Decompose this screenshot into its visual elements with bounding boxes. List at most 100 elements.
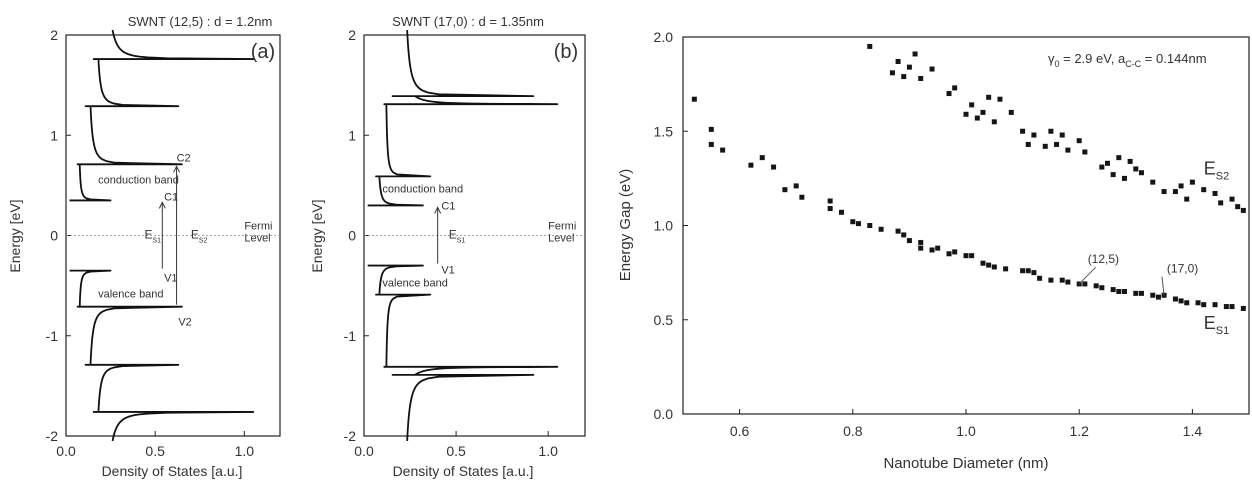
es2-point [913,51,918,56]
es1-point [947,251,952,256]
panel-b-title: SWNT (17,0) : d = 1.35nm [392,14,544,29]
annotation-pointer [1162,277,1164,296]
es2-point [867,44,872,49]
es1-point [1241,306,1246,311]
panel-c-plot-frame [683,37,1249,414]
es2-point [1150,180,1155,185]
panel-c-x-axis-label: Nanotube Diameter (nm) [883,455,1048,472]
es1-point [828,198,833,203]
panel-annotation: C1 [164,191,178,203]
es2-point [1201,187,1206,192]
es2-point [918,76,923,81]
panel-a-label: (a) [251,41,275,63]
es2-point [1116,155,1121,160]
gap-label: ES1 [144,227,161,244]
es2-point [1173,189,1178,194]
y-tick-label: -1 [344,328,357,344]
es1-point [964,253,969,258]
es1-point [1003,266,1008,271]
series-label: ES2 [1204,159,1229,183]
es1-point [720,148,725,153]
es2-point [1162,189,1167,194]
es1-point [856,221,861,226]
gap-label: ES2 [191,227,208,244]
panel-annotation: V1 [164,273,177,285]
x-tick-label: 0.8 [843,423,863,439]
panel-annotation: Fermi [244,220,272,232]
es2-point [992,119,997,124]
dos-curve-conduction [368,30,558,205]
es2-point [1043,144,1048,149]
es2-point [1133,166,1138,171]
es1-point [1133,291,1138,296]
es1-point [692,97,697,102]
panel-c-data-points [692,44,1246,311]
es1-point [901,232,906,237]
es1-point [748,163,753,168]
es2-point [1179,183,1184,188]
es2-point [980,110,985,115]
es1-point [1026,268,1031,273]
panel-b-transition-arrows [435,207,441,263]
es2-point [1060,133,1065,138]
es2-point [947,91,952,96]
es2-point [1082,149,1087,154]
es2-point [1128,159,1133,164]
es2-point [1077,138,1082,143]
es1-point [1201,302,1206,307]
dos-curve-valence [368,266,558,441]
es1-point [782,187,787,192]
panel-c-y-axis-label: Energy Gap (eV) [617,169,634,282]
y-tick-label: -2 [46,428,59,444]
es2-point [930,67,935,72]
point-annotation: (12,5) [1088,252,1119,266]
es1-point [1173,297,1178,302]
es1-point [850,219,855,224]
es1-point [1037,276,1042,281]
panel-annotation: Fermi [548,220,576,232]
es1-point [1122,289,1127,294]
es2-point [1020,129,1025,134]
es1-point [1082,281,1087,286]
panel-a-x-axis-label: Density of States [a.u.] [102,463,243,479]
es2-point [1139,170,1144,175]
es1-point [1139,291,1144,296]
es1-point [907,238,912,243]
es1-point [1179,298,1184,303]
panel-annotation: conduction band [382,183,463,195]
es2-point [1111,172,1116,177]
es1-point [969,253,974,258]
es2-point [986,95,991,100]
panel-annotation: valence band [382,278,447,290]
es2-point [1122,176,1127,181]
y-tick-label: -2 [344,428,357,444]
panel-annotation: Level [244,233,270,245]
es1-point [709,127,714,132]
es2-point [1054,142,1059,147]
es2-point [1031,133,1036,138]
es1-point [1224,304,1229,309]
es1-point [1230,304,1235,309]
y-tick-label: -1 [46,328,59,344]
y-tick-label: 0.0 [654,406,674,422]
panel-a-title: SWNT (12,5) : d = 1.2nm [128,14,273,29]
panel-annotation: Level [548,233,574,245]
es1-point [1099,285,1104,290]
es2-point [1190,180,1195,185]
x-tick-label: 0.5 [145,443,165,459]
es1-point [839,210,844,215]
point-annotation: (17,0) [1167,262,1198,276]
gap-label: ES1 [449,227,466,244]
es2-point [1099,165,1104,170]
es2-point [997,97,1002,102]
x-tick-label: 0.5 [446,443,466,459]
es2-point [907,65,912,70]
x-tick-label: 1.0 [235,443,255,459]
es2-point [890,70,895,75]
